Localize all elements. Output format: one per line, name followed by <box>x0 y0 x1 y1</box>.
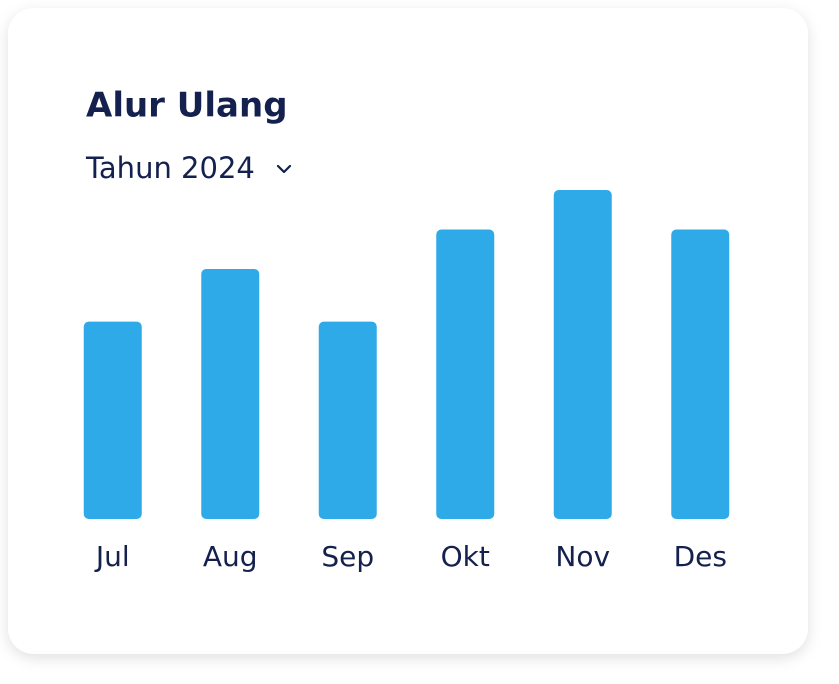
bar <box>553 190 612 519</box>
year-selector[interactable]: Tahun 2024 <box>85 151 255 185</box>
x-tick-label: Sep <box>321 540 374 573</box>
bar <box>201 268 260 519</box>
x-tick-label: Jul <box>94 540 130 573</box>
bar <box>83 321 142 519</box>
bar <box>318 321 377 519</box>
dropdown-chevron[interactable] <box>276 164 292 174</box>
bar <box>671 229 730 520</box>
bar <box>436 229 495 520</box>
x-tick-label: Aug <box>203 540 258 573</box>
x-tick-label: Des <box>674 540 727 573</box>
x-tick-label: Nov <box>555 540 610 573</box>
chart-title: Alur Ulang <box>86 86 288 126</box>
x-tick-label: Okt <box>441 540 490 573</box>
